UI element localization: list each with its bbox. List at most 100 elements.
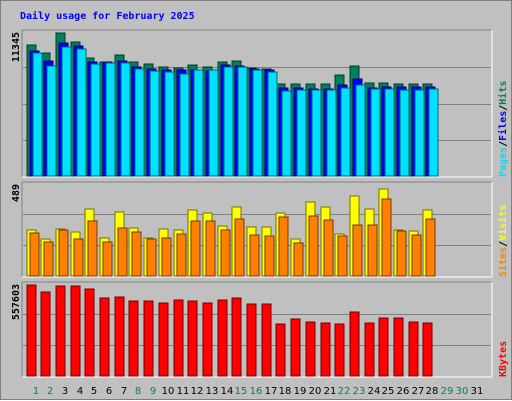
axis-legend: Sites/Visits [497,205,509,277]
bar-kbytes-day-22 [334,323,345,377]
legend-files: Files [497,111,509,141]
bar-sites-day-10 [161,237,172,277]
legend-pages: Pages [498,147,509,177]
bar-pages-day-25 [384,88,395,177]
bar-sites-day-7 [117,227,128,277]
bar-pages-day-7 [120,62,131,177]
bar-pages-day-22 [340,87,351,177]
bar-pages-day-10 [164,71,175,177]
day-label: 28 [426,386,439,397]
axis-legend: Pages/Files/Hits [497,81,509,177]
legend-separator: / [498,141,509,147]
legend-sites: Sites [497,247,509,277]
bar-kbytes-day-21 [320,322,331,377]
bar-kbytes-day-16 [246,303,257,377]
bar-pages-day-28 [428,88,439,177]
bar-sites-day-11 [176,233,187,277]
legend-separator: / [498,241,509,247]
day-label: 6 [106,386,112,397]
legend-visits: Visits [497,205,509,241]
y-max-label: 11345 [11,32,22,62]
bar-kbytes-day-24 [364,322,375,377]
bar-kbytes-day-7 [114,296,125,377]
bar-pages-day-15 [237,66,248,177]
day-label: 31 [471,386,484,397]
day-label: 17 [265,386,278,397]
bar-sites-day-14 [220,229,231,277]
bar-pages-day-9 [149,70,160,177]
day-label: 22 [338,386,351,397]
bar-pages-day-13 [208,69,219,177]
day-label: 19 [294,386,307,397]
legend-separator: / [498,105,509,111]
bar-sites-day-22 [337,235,348,277]
bar-pages-day-8 [134,68,145,177]
chart-title: Daily usage for February 2025 [20,10,195,22]
bar-kbytes-day-10 [158,302,169,377]
bar-pages-day-24 [370,88,381,177]
legend-kbytes: KBytes [498,341,509,377]
day-label: 30 [456,386,469,397]
bar-sites-day-24 [367,224,378,277]
day-label: 8 [135,386,141,397]
bar-kbytes-day-3 [55,285,66,377]
bar-sites-day-15 [234,218,245,277]
day-label: 18 [279,386,292,397]
day-label: 5 [91,386,97,397]
bar-kbytes-day-17 [261,303,272,377]
bar-kbytes-day-15 [231,297,242,377]
bar-pages-day-17 [267,71,278,177]
day-label: 16 [250,386,263,397]
bar-pages-day-1 [32,52,43,177]
day-label: 12 [191,386,204,397]
day-label: 4 [77,386,83,397]
bar-pages-day-2 [46,65,57,177]
bar-kbytes-day-28 [422,322,433,377]
bar-kbytes-day-27 [408,321,419,377]
bar-kbytes-day-5 [84,288,95,377]
bar-sites-day-21 [323,219,334,277]
bar-kbytes-day-25 [378,317,389,377]
day-label: 3 [62,386,68,397]
day-label: 14 [221,386,234,397]
axis-legend: KBytes [498,341,509,377]
bar-pages-day-14 [223,66,234,177]
day-label: 26 [397,386,410,397]
y-max-label: 489 [11,184,22,202]
bar-kbytes-day-4 [70,285,81,377]
bar-kbytes-day-9 [143,300,154,377]
bar-sites-day-26 [396,230,407,277]
bar-sites-day-2 [43,241,54,277]
day-label: 9 [150,386,156,397]
bar-kbytes-day-14 [217,299,228,377]
bar-kbytes-day-18 [275,323,286,377]
panel-kbytes: 557603 KBytes [11,281,509,378]
bar-sites-day-28 [425,218,436,277]
bar-pages-day-18 [281,90,292,177]
panel-visits_sites: 489 Sites/Visits [11,181,509,278]
bar-pages-day-5 [90,63,101,177]
day-label: 13 [206,386,219,397]
bar-kbytes-day-8 [128,300,139,377]
bar-kbytes-day-23 [349,311,360,377]
day-label: 7 [121,386,127,397]
bar-pages-day-6 [105,62,116,177]
bar-pages-day-23 [355,84,366,177]
day-label: 27 [412,386,425,397]
day-label: 10 [162,386,175,397]
bar-sites-day-19 [293,242,304,277]
bar-pages-day-21 [326,89,337,177]
legend-hits: Hits [497,81,509,105]
bar-kbytes-day-12 [187,300,198,377]
bar-sites-day-1 [29,232,40,277]
bar-pages-day-16 [252,69,263,177]
bar-sites-day-4 [73,238,84,277]
bar-kbytes-day-26 [393,317,404,377]
day-label: 24 [368,386,381,397]
bar-pages-day-4 [76,48,87,177]
day-label: 21 [324,386,337,397]
bar-sites-day-17 [264,235,275,277]
bar-kbytes-day-11 [173,299,184,377]
bar-pages-day-26 [399,89,410,177]
